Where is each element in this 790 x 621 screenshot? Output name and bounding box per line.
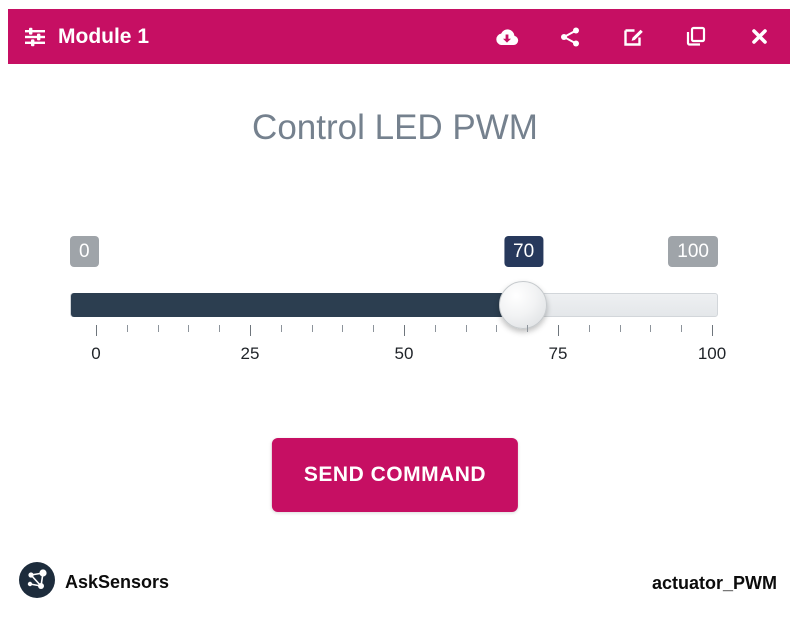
slider-tick-label: 100 <box>697 344 727 363</box>
slider-fill <box>71 293 524 317</box>
slider-tick-label: 25 <box>240 344 260 363</box>
slider-value-badge: 70 <box>504 236 544 267</box>
send-command-button[interactable]: SEND COMMAND <box>271 438 519 512</box>
share-icon[interactable] <box>557 24 583 50</box>
slider-max-badge: 100 <box>668 236 718 267</box>
slider-tick <box>404 325 405 336</box>
actuator-topic-label: actuator_PWM <box>651 573 777 593</box>
slider-tick-label: 50 <box>394 344 414 363</box>
close-icon[interactable] <box>746 24 772 50</box>
header-bar: Module 1 <box>8 9 790 64</box>
sliders-icon[interactable] <box>22 24 48 50</box>
slider-tick <box>188 325 190 332</box>
slider-tick <box>681 325 683 332</box>
header-left: Module 1 <box>22 24 149 50</box>
pwm-slider: 0 70 100 0 25 50 75 100 <box>70 236 726 373</box>
slider-tick <box>342 325 344 332</box>
slider-tick <box>311 325 313 332</box>
slider-handle[interactable] <box>499 281 548 329</box>
edit-icon[interactable] <box>620 24 646 50</box>
slider-tick-label: 0 <box>91 344 101 363</box>
slider-tick <box>250 325 251 336</box>
slider-tick <box>712 325 713 336</box>
slider-tick <box>465 325 467 332</box>
slider-tick <box>96 325 97 336</box>
slider-tick-label: 75 <box>548 344 568 363</box>
header-actions <box>494 24 772 50</box>
slider-track[interactable] <box>70 281 718 329</box>
copy-icon[interactable] <box>683 24 709 50</box>
cloud-download-icon[interactable] <box>494 24 520 50</box>
slider-grid: 0 25 50 75 100 <box>91 325 726 373</box>
asksensors-logo-icon <box>18 561 56 604</box>
slider-tick <box>619 325 621 332</box>
slider-tick <box>373 325 375 332</box>
slider-tick <box>126 325 128 332</box>
brand-area: AskSensors <box>18 561 170 604</box>
slider-tick <box>496 325 498 332</box>
brand-name: AskSensors <box>65 571 170 592</box>
module-title: Module 1 <box>58 24 150 48</box>
slider-tick <box>527 325 529 332</box>
slider-tick <box>157 325 159 332</box>
slider-tick <box>650 325 652 332</box>
slider-tick <box>588 325 590 332</box>
page-title: Control LED PWM <box>252 108 538 147</box>
slider-tick <box>280 325 282 332</box>
slider-tick <box>558 325 559 336</box>
slider-min-badge: 0 <box>70 236 99 267</box>
slider-tick <box>434 325 436 332</box>
slider-badges: 0 70 100 <box>70 236 718 272</box>
slider-tick <box>219 325 221 332</box>
